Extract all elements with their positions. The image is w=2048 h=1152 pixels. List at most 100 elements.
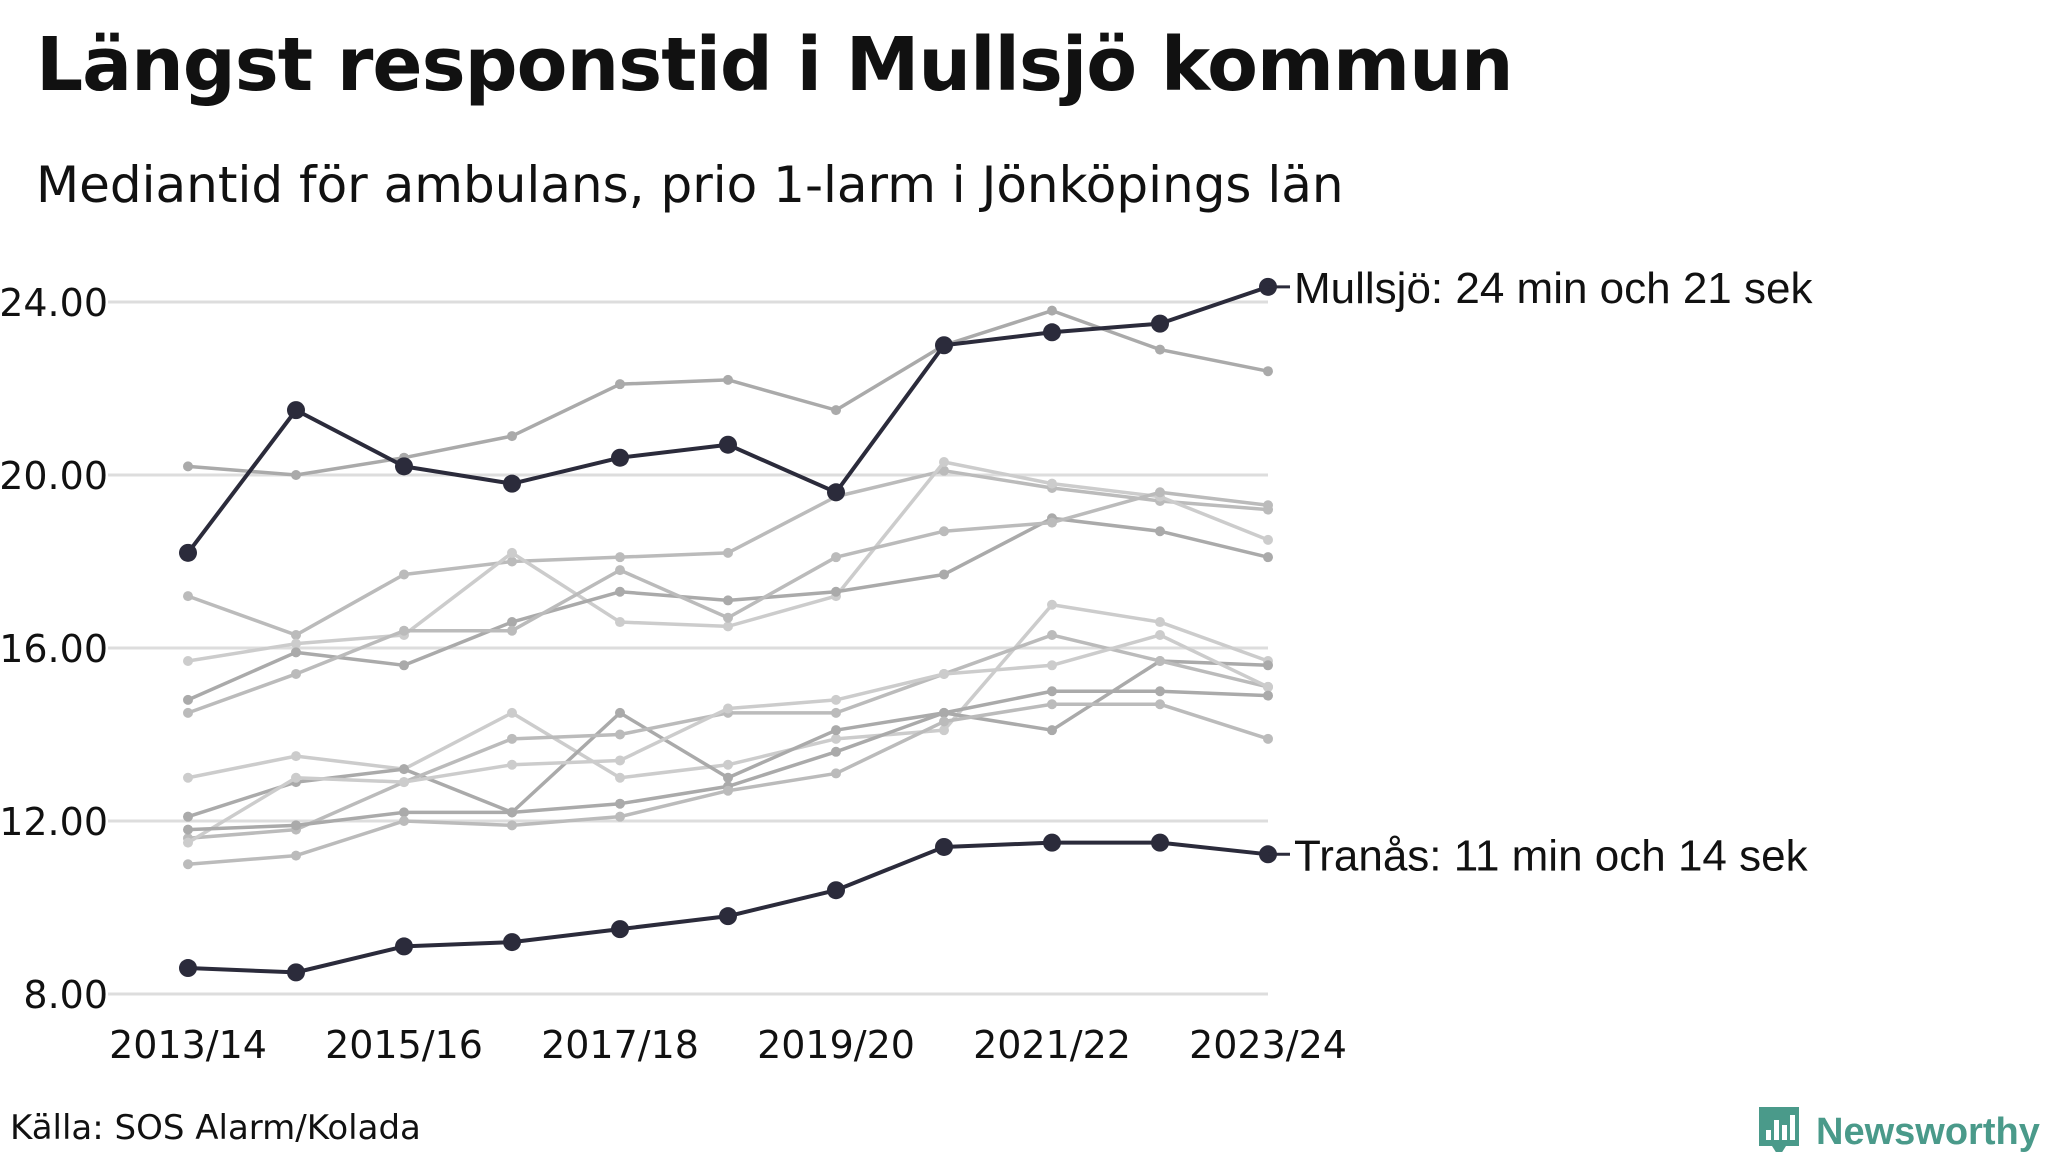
data-point: [827, 483, 845, 502]
data-point: [1151, 314, 1169, 333]
data-point: [1263, 733, 1273, 744]
data-point: [291, 850, 301, 861]
x-tick-label: 2013/14: [109, 1023, 267, 1067]
data-point: [615, 729, 625, 740]
data-point: [291, 638, 301, 649]
data-point: [183, 655, 193, 666]
x-tick-label: 2019/20: [757, 1023, 915, 1067]
data-point: [183, 707, 193, 718]
data-point: [291, 647, 301, 658]
data-point: [831, 694, 841, 705]
data-point: [723, 621, 733, 632]
data-point: [723, 612, 733, 623]
data-point: [287, 401, 305, 420]
data-point: [1047, 660, 1057, 671]
data-point: [1155, 630, 1165, 641]
data-point: [1047, 725, 1057, 736]
data-point: [1155, 699, 1165, 710]
data-point: [291, 470, 301, 480]
data-point: [1047, 599, 1057, 610]
brand-logo[interactable]: Newsworthy: [1756, 1102, 2040, 1152]
data-point: [1043, 323, 1061, 342]
data-point: [1155, 655, 1165, 666]
data-point: [291, 772, 301, 783]
data-point: [939, 725, 949, 736]
series-end-labels: Mullsjö: 24 min och 21 sek Tranås: 11 min…: [1268, 264, 1813, 880]
data-point: [1155, 617, 1165, 628]
data-point: [1047, 686, 1057, 697]
y-tick-label: 24.00: [0, 281, 108, 325]
data-point: [1155, 487, 1165, 498]
data-point: [507, 556, 517, 567]
data-point: [615, 565, 625, 576]
source-note: Källa: SOS Alarm/Kolada: [10, 1108, 421, 1148]
data-point: [1047, 699, 1057, 710]
newsworthy-chart-logo-icon: [1759, 1107, 1799, 1152]
data-point: [723, 785, 733, 796]
data-point: [507, 617, 517, 628]
data-point: [291, 630, 301, 641]
data-point: [615, 811, 625, 822]
data-point: [395, 937, 413, 956]
data-point: [1263, 660, 1273, 671]
data-point: [287, 963, 305, 982]
data-point: [399, 764, 409, 775]
data-point: [503, 474, 521, 493]
data-point: [939, 668, 949, 679]
data-point: [939, 707, 949, 718]
x-axis-tick-labels: 2013/14 2015/16 2017/18 2019/20 2021/22 2023/…: [109, 1023, 1347, 1067]
series-end-label: Mullsjö: 24 min och 21 sek: [1294, 264, 1813, 313]
series-line: [187, 633, 1269, 841]
data-point: [615, 772, 625, 783]
x-tick-label: 2017/18: [541, 1023, 699, 1067]
data-point: [615, 617, 625, 628]
background-series-line: [183, 655, 1273, 822]
data-point: [291, 751, 301, 762]
data-point: [719, 435, 737, 454]
data-point: [179, 543, 197, 562]
x-tick-label: 2023/24: [1189, 1023, 1347, 1067]
highlighted-series-line: [179, 833, 1277, 982]
y-axis-tick-labels: 8.00 12.00 16.00 20.00 24.00: [0, 281, 108, 1017]
data-point: [831, 552, 841, 563]
brand-name: Newsworthy: [1816, 1110, 2040, 1152]
data-point: [507, 707, 517, 718]
data-point: [507, 807, 517, 818]
data-point: [831, 586, 841, 597]
data-point: [831, 768, 841, 779]
data-point: [1155, 686, 1165, 697]
data-point: [507, 733, 517, 744]
series-end-label: Tranås: 11 min och 14 sek: [1294, 831, 1809, 880]
data-point: [507, 820, 517, 831]
data-point: [935, 837, 953, 856]
y-tick-label: 16.00: [0, 627, 108, 671]
data-point: [1263, 534, 1273, 545]
data-point: [507, 431, 517, 442]
background-series-line: [183, 487, 1273, 718]
data-point: [291, 668, 301, 679]
data-point: [399, 807, 409, 818]
x-tick-label: 2021/22: [973, 1023, 1131, 1067]
data-point: [831, 707, 841, 718]
data-point: [1047, 517, 1057, 528]
data-point: [1263, 366, 1273, 377]
data-point: [723, 703, 733, 714]
data-point: [395, 457, 413, 476]
data-point: [831, 725, 841, 736]
data-point: [723, 547, 733, 558]
background-series: [183, 305, 1273, 870]
data-point: [615, 755, 625, 766]
data-point: [399, 569, 409, 580]
highlighted-series: [179, 277, 1277, 982]
data-point: [615, 552, 625, 563]
data-point: [183, 772, 193, 783]
data-point: [611, 448, 629, 467]
background-series-line: [183, 630, 1273, 848]
data-point: [183, 859, 193, 870]
data-point: [723, 772, 733, 783]
data-point: [831, 405, 841, 416]
background-series-line: [183, 699, 1273, 870]
y-tick-label: 20.00: [0, 454, 108, 498]
data-point: [723, 759, 733, 770]
